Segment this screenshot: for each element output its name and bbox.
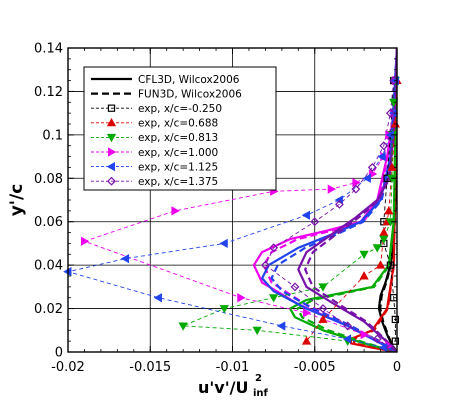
x-tick-label: -0.005 xyxy=(294,360,336,375)
legend-marker xyxy=(106,161,115,172)
fun3d-line-0.813 xyxy=(296,48,397,352)
exp-point-1.000 xyxy=(237,293,246,303)
exp-point-1.125 xyxy=(377,151,386,162)
x-axis-title-subscript: inf xyxy=(253,388,269,399)
exp-point-1.125 xyxy=(362,173,371,183)
x-tick-label: 0 xyxy=(393,360,401,375)
exp-point-1.375 xyxy=(389,76,399,86)
legend-marker xyxy=(108,147,117,157)
exp-point--0.250 xyxy=(391,315,400,324)
exp-point--0.250 xyxy=(391,337,400,345)
legend: CFL3D, Wilcox2006 FUN3D, Wilcox2006 exp, x… xyxy=(83,66,277,191)
x-tick-label: -0.015 xyxy=(129,360,171,375)
exp-point-0.688 xyxy=(318,314,328,323)
data-markers xyxy=(63,75,402,353)
legend-label: exp, x/c=-0.250 xyxy=(138,103,222,115)
exp-point-1.375 xyxy=(379,141,389,151)
y-tick-label: 0 xyxy=(55,346,63,361)
exp-point-1.125 xyxy=(342,334,352,344)
legend-label: FUN3D, Wilcox2006 xyxy=(138,88,242,100)
exp-point-0.688 xyxy=(387,162,397,171)
exp-point-0.688 xyxy=(375,260,386,269)
exp-point-1.125 xyxy=(120,254,130,264)
exp-point-0.813 xyxy=(372,244,382,253)
exp-point-0.688 xyxy=(379,227,389,237)
legend-marker xyxy=(106,117,117,127)
exp-point-1.125 xyxy=(153,293,162,303)
exp-point-1.375 xyxy=(372,334,382,344)
x-tick-label: -0.02 xyxy=(51,360,85,375)
exp-point-1.000 xyxy=(171,206,180,216)
exp-point-1.375 xyxy=(269,243,279,253)
exp-point-1.000 xyxy=(327,184,337,194)
y-tick-label: 0.1 xyxy=(42,128,63,143)
exp-point-1.125 xyxy=(301,210,311,220)
exp-point-1.375 xyxy=(367,162,377,172)
exp-point-0.813 xyxy=(178,322,188,331)
legend-label: exp, x/c=1.000 xyxy=(138,147,218,159)
y-tick-label: 0.04 xyxy=(34,259,63,274)
exp-point-1.375 xyxy=(260,260,270,270)
exp-point-0.813 xyxy=(269,294,279,303)
exp-point-1.375 xyxy=(343,321,353,331)
y-tick-label: 0.14 xyxy=(34,42,63,57)
y-tick-label: 0.02 xyxy=(34,302,63,317)
x-axis-title: u'v'/U xyxy=(198,378,248,397)
exp-point-0.688 xyxy=(384,206,394,215)
exp-line-0.813 xyxy=(183,80,396,342)
legend-label: exp, x/c=0.688 xyxy=(138,118,218,130)
exp-point-1.375 xyxy=(351,184,361,194)
exp-point-1.375 xyxy=(385,108,395,118)
exp-point-1.000 xyxy=(352,178,361,188)
exp-point-0.813 xyxy=(252,326,262,336)
exp-point-0.813 xyxy=(359,250,369,260)
y-axis-title: y'/c xyxy=(7,184,27,217)
fun3d-line--0.250 xyxy=(379,48,397,352)
exp-point-0.813 xyxy=(219,305,229,314)
legend-marker xyxy=(107,176,116,186)
data-series xyxy=(68,48,397,352)
exp-point-0.688 xyxy=(359,271,369,280)
legend-label: exp, x/c=1.125 xyxy=(138,161,218,173)
exp-point-1.000 xyxy=(303,308,312,318)
x-axis-title-group: u'v'/U inf 2 xyxy=(198,373,269,399)
y-tick-label: 0.06 xyxy=(34,215,63,230)
exp-line-0.688 xyxy=(306,80,397,342)
cfl3d-line-1.375 xyxy=(297,48,397,352)
exp-point-0.688 xyxy=(301,336,312,345)
exp-point-1.375 xyxy=(318,304,328,314)
exp-point-1.375 xyxy=(385,343,395,353)
exp-point-1.125 xyxy=(277,321,286,331)
exp-point-0.813 xyxy=(379,235,389,244)
legend-label: CFL3D, Wilcox2006 xyxy=(138,74,240,86)
legend-marker xyxy=(106,133,117,143)
axis-ticks: -0.02 -0.015 -0.01 -0.005 0 0 0.02 0.04 0.06 0.08… xyxy=(34,42,401,376)
exp-point-1.375 xyxy=(334,199,344,209)
x-axis-title-superscript: 2 xyxy=(255,373,262,384)
x-tick-label: -0.01 xyxy=(216,360,250,375)
exp-point-1.000 xyxy=(80,236,90,246)
legend-label: exp, x/c=0.813 xyxy=(138,132,218,144)
y-tick-label: 0.08 xyxy=(34,172,63,187)
exp-line-1.375 xyxy=(264,80,395,349)
exp-point-1.375 xyxy=(290,282,300,292)
legend-marker xyxy=(107,104,116,112)
y-tick-label: 0.12 xyxy=(34,85,63,100)
legend-label: exp, x/c=1.375 xyxy=(138,176,218,188)
exp-point-1.000 xyxy=(360,330,369,340)
exp-point-1.375 xyxy=(310,217,320,227)
legend-box xyxy=(83,66,277,191)
exp-point-1.000 xyxy=(368,169,378,179)
exp-point-0.813 xyxy=(318,283,328,292)
exp-point-1.125 xyxy=(219,238,228,249)
